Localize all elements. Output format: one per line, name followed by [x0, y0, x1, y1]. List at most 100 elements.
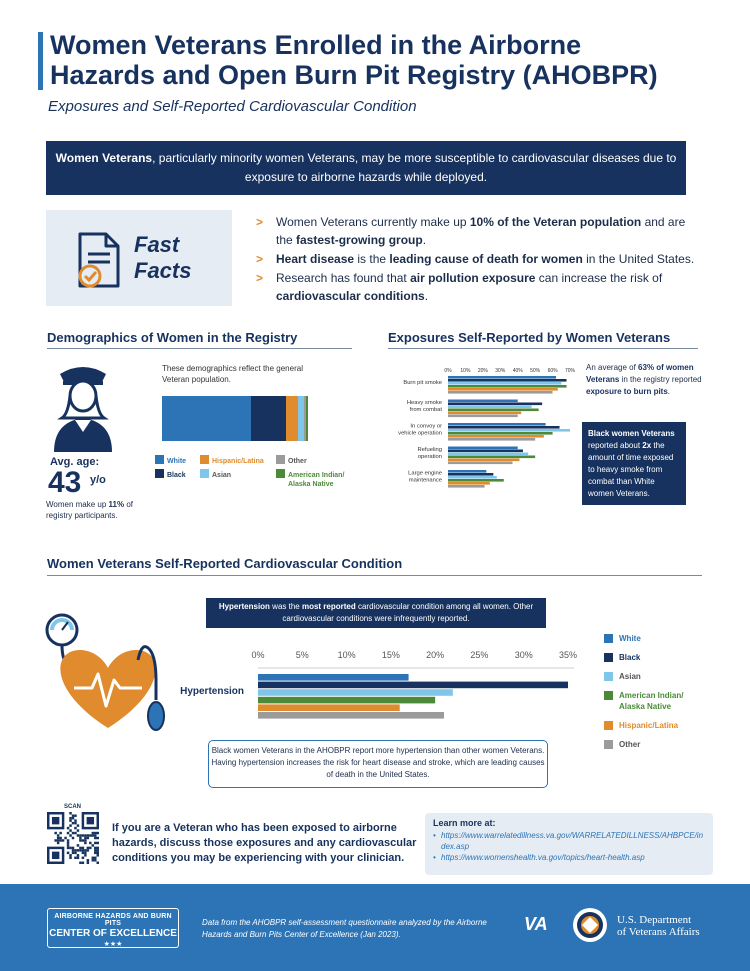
learn-link-war-related-illness[interactable]: https://www.warrelatedillness.va.gov/WAR… — [433, 830, 705, 852]
data-source-note: Data from the AHOBPR self-assessment que… — [202, 918, 487, 939]
legend-label: American Indian/ — [619, 691, 684, 700]
bar-refueling-operation-black — [448, 449, 523, 453]
legend-swatch — [604, 672, 613, 681]
category-label-large-engine-maintenance: maintenance — [409, 478, 442, 484]
fact-text: . — [422, 233, 427, 247]
x-tick-label: 0% — [444, 368, 452, 374]
exposures-chart: 0% 10% 20% 30% 40% 50% 60% 70% Burn pit smoke Hea… — [398, 368, 576, 488]
category-label-heavy-smoke-from-combat: from combat — [410, 407, 443, 413]
legend-swatch — [200, 455, 209, 464]
chevron-right-icon: > — [256, 215, 264, 229]
legend-label: Asian — [619, 672, 641, 681]
note-bold: 63% of women Veterans — [586, 363, 694, 384]
coe-logo: AIRBORNE HAZARDS AND BURN PITS CENTER OF… — [47, 908, 179, 948]
dept-line-1: U.S. Department — [617, 914, 692, 926]
note-bold: 2x — [642, 441, 652, 450]
x-tick-label: 60% — [548, 368, 559, 374]
fact-text: Women Veterans currently make up — [276, 215, 470, 229]
stack-segment-other — [303, 396, 307, 441]
x-tick-label: 25% — [470, 650, 488, 660]
category-label-heavy-smoke-from-combat: Heavy smoke — [407, 400, 442, 406]
bar-burn-pit-smoke-white — [448, 376, 557, 379]
exposures-note-burn-pits: An average of 63% of women Veterans in t… — [586, 362, 706, 398]
stack-segment-asian — [297, 396, 304, 441]
bar-refueling-operation-hispanic-latina — [448, 458, 520, 462]
bar-large-engine-maintenance-other — [448, 485, 485, 488]
cardio-legend-white: White — [604, 633, 724, 644]
dept-line-2: of Veterans Affairs — [617, 926, 700, 938]
x-tick-label: 0% — [251, 650, 264, 660]
bar-large-engine-maintenance-american-indian-alaska-native — [448, 479, 504, 482]
qr-code[interactable] — [47, 812, 99, 864]
bar-refueling-operation-asian — [448, 452, 529, 456]
category-label-in-convoy-or-vehicle-operation: vehicle operation — [398, 431, 442, 437]
fact-bold: 10% of the Veteran population — [469, 215, 642, 229]
bar-heavy-smoke-from-combat-american-indian-alaska-native — [448, 408, 539, 412]
learn-link-womens-health[interactable]: https://www.womenshealth.va.gov/topics/h… — [433, 852, 705, 863]
fast-facts-list: > Women Veterans currently make up 10% of… — [256, 213, 696, 306]
legend-label: Hispanic/Latina — [619, 721, 679, 730]
title-line-1: Women Veterans Enrolled in the Airborne — [50, 30, 582, 60]
cardio-rule — [47, 575, 702, 576]
bar-hypertension-american-indian-alaska-native — [258, 696, 436, 704]
learn-more-title: Learn more at: — [433, 818, 496, 828]
x-tick-label: 15% — [382, 650, 400, 660]
note-text: the amount of time exposed to heavy smok… — [588, 441, 674, 498]
category-label-hypertension: Hypertension — [180, 686, 244, 697]
bar-in-convoy-or-vehicle-operation-black — [448, 426, 560, 429]
fact-text: and are the — [276, 215, 686, 247]
demographics-title: Demographics of Women in the Registry — [47, 330, 298, 345]
legend-label: Other — [619, 740, 641, 749]
hypertension-callout: Hypertension was the most reported cardi… — [206, 598, 546, 628]
avg-age-value: 43 — [48, 466, 82, 499]
demographics-rule — [47, 348, 352, 349]
fact-text: . — [424, 289, 429, 303]
legend-other: Other — [276, 455, 307, 466]
hypertension-chart: 0% 5% 10% 15% 20% 25% 30% 35% Hypertension — [180, 650, 577, 719]
callout-bold: most reported — [301, 602, 356, 611]
legend-label: Alaska Native — [619, 702, 672, 711]
cardio-legend-hispanic: Hispanic/Latina — [604, 720, 724, 731]
note-text: reported about — [588, 441, 643, 450]
legend-asian: Asian — [200, 469, 231, 480]
avg-age-label: Avg. age: — [50, 456, 100, 468]
legend-label: Other — [288, 458, 307, 465]
fact-item: > Research has found that air pollution e… — [256, 269, 696, 305]
bar-large-engine-maintenance-asian — [448, 476, 497, 479]
bar-refueling-operation-american-indian-alaska-native — [448, 455, 536, 459]
fact-item: > Women Veterans currently make up 10% of… — [256, 213, 696, 249]
bar-heavy-smoke-from-combat-white — [448, 399, 518, 403]
legend-label: Black — [619, 653, 641, 662]
legend-label: White — [619, 634, 641, 643]
scan-label: SCAN — [64, 804, 82, 810]
fact-bold: air pollution exposure — [410, 271, 536, 285]
legend-label: Hispanic/Latina — [212, 458, 264, 465]
note-text: An average of — [586, 363, 639, 372]
demographics-note: These demographics reflect the general V… — [162, 364, 303, 384]
legend-swatch — [276, 455, 285, 464]
exposures-rule — [388, 348, 698, 349]
legend-label: American Indian/ — [288, 472, 345, 479]
bar-heavy-smoke-from-combat-other — [448, 414, 518, 418]
bar-refueling-operation-other — [448, 461, 513, 465]
hypertension-footnote: Black women Veterans in the AHOBPR repor… — [208, 740, 548, 788]
bar-refueling-operation-white — [448, 446, 518, 450]
callout-text: was the — [269, 602, 302, 611]
x-tick-label: 10% — [338, 650, 356, 660]
bar-hypertension-hispanic-latina — [258, 704, 400, 711]
category-label-large-engine-maintenance: Large engine — [408, 471, 442, 477]
bar-in-convoy-or-vehicle-operation-asian — [448, 429, 570, 432]
bar-heavy-smoke-from-combat-asian — [448, 405, 532, 409]
chevron-right-icon: > — [256, 271, 264, 285]
fact-text: is the — [354, 252, 390, 266]
document-check-icon — [78, 232, 120, 288]
x-tick-label: 10% — [460, 368, 471, 374]
bar-burn-pit-smoke-other — [448, 391, 553, 394]
bar-in-convoy-or-vehicle-operation-other — [448, 438, 536, 441]
x-tick-label: 5% — [296, 650, 309, 660]
x-tick-label: 30% — [495, 368, 506, 374]
legend-swatch — [155, 469, 164, 478]
x-tick-label: 30% — [515, 650, 533, 660]
legend-label: Alaska Native — [288, 481, 334, 488]
bar-burn-pit-smoke-black — [448, 379, 567, 382]
